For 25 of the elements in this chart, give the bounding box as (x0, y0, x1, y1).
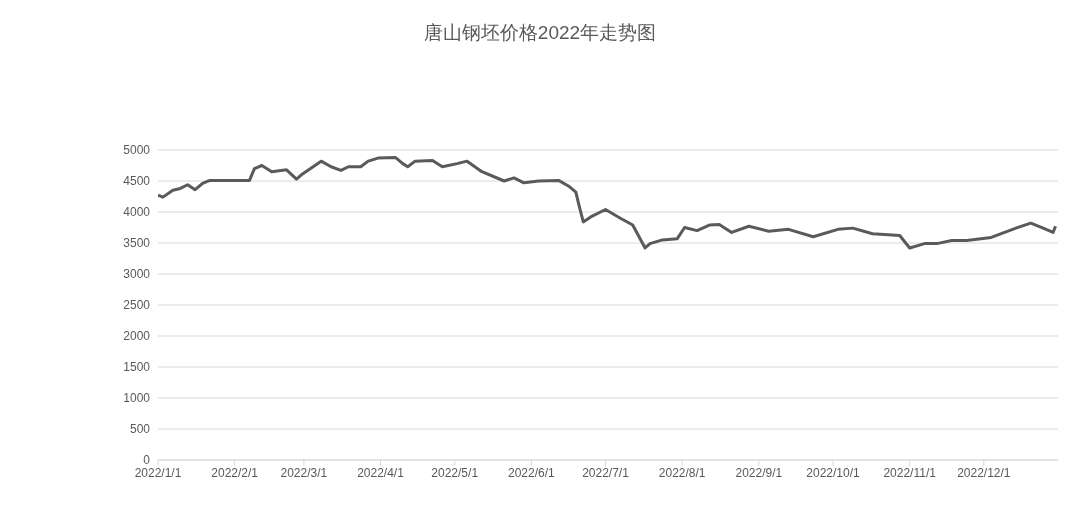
chart-title: 唐山钢坯价格2022年走势图 (422, 21, 658, 45)
y-tick-label: 4500 (123, 174, 151, 189)
x-tick-label: 2022/2/1 (211, 465, 259, 480)
line-series (158, 155, 1058, 250)
x-tick-label: 2022/9/1 (735, 465, 783, 480)
x-tick-label: 2022/12/1 (957, 465, 1011, 480)
y-tick-label: 500 (129, 422, 151, 437)
x-tick-label: 2022/7/1 (582, 465, 630, 480)
y-tick-label: 2000 (123, 329, 151, 344)
y-tick-label: 0 (143, 453, 151, 468)
y-tick-label: 1000 (123, 391, 151, 406)
x-tick-label: 2022/8/1 (658, 465, 706, 480)
y-tick-label: 3000 (123, 267, 151, 282)
y-tick-label: 1500 (123, 360, 151, 375)
y-tick-label: 3500 (123, 236, 151, 251)
x-tick-label: 2022/4/1 (357, 465, 405, 480)
x-tick-label: 2022/1/1 (134, 465, 182, 480)
y-tick-label: 5000 (123, 143, 151, 158)
x-tick-label: 2022/10/1 (806, 465, 861, 480)
x-tick-label: 2022/11/1 (883, 465, 937, 480)
x-tick-label: 2022/3/1 (280, 465, 328, 480)
x-tick-label: 2022/6/1 (507, 465, 556, 480)
y-tick-label: 4000 (123, 205, 151, 220)
x-tick-label: 2022/5/1 (431, 465, 479, 480)
y-tick-label: 2500 (123, 298, 151, 313)
